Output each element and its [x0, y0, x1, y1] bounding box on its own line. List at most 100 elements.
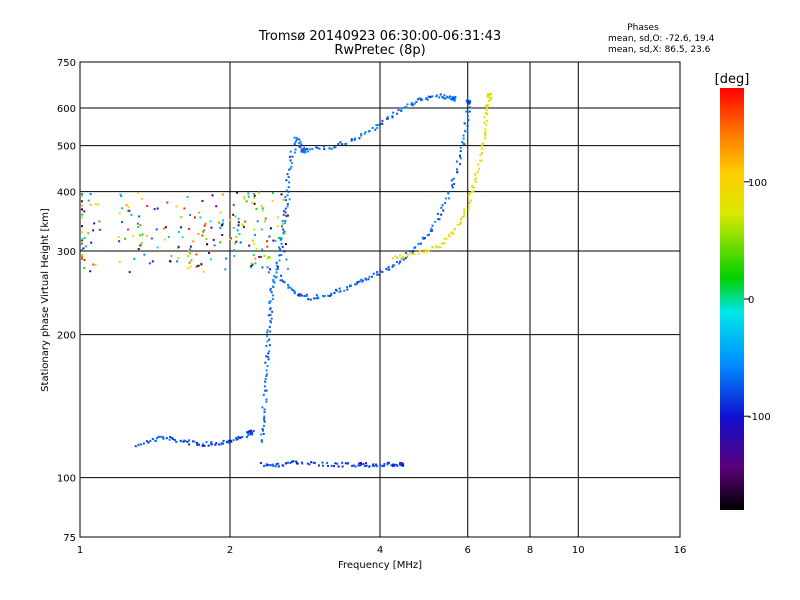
data-point — [407, 253, 410, 256]
data-point — [359, 461, 362, 464]
data-point — [268, 350, 271, 353]
data-point — [297, 294, 300, 297]
data-point — [393, 264, 396, 267]
chart-title: Tromsø 20140923 06:30:00-06:31:43 — [258, 29, 501, 44]
data-point — [201, 234, 204, 237]
data-point — [270, 291, 273, 294]
data-point — [338, 290, 341, 293]
data-point — [468, 201, 471, 204]
data-point — [484, 137, 487, 140]
data-point — [176, 260, 179, 263]
data-point — [306, 462, 309, 465]
data-point — [125, 204, 128, 207]
data-point — [239, 241, 242, 244]
data-point — [387, 461, 390, 464]
data-point — [253, 196, 256, 199]
data-point — [81, 208, 83, 211]
data-point — [269, 307, 272, 310]
data-point — [436, 94, 439, 97]
data-point — [381, 464, 384, 467]
data-point — [333, 465, 336, 468]
data-point — [334, 146, 337, 149]
y-tick-label: 75 — [63, 533, 76, 544]
data-point — [375, 273, 378, 276]
data-point — [286, 214, 289, 217]
data-point — [284, 462, 287, 465]
data-point — [271, 310, 274, 313]
data-point — [486, 103, 489, 106]
data-point — [368, 130, 371, 133]
data-point — [228, 238, 231, 241]
data-point — [481, 143, 484, 146]
data-point — [471, 186, 474, 189]
data-point — [169, 435, 172, 438]
data-point — [426, 234, 429, 237]
data-point — [275, 463, 278, 466]
stats-heading: Phases — [627, 23, 659, 33]
data-point — [400, 109, 403, 112]
data-point — [345, 142, 348, 145]
data-point — [343, 289, 346, 292]
data-point — [447, 233, 450, 236]
data-point — [293, 292, 296, 295]
data-point — [291, 155, 294, 158]
data-point — [266, 257, 269, 260]
data-point — [380, 122, 383, 125]
data-point — [390, 464, 393, 467]
data-point — [338, 287, 341, 290]
data-point — [469, 199, 472, 202]
data-point — [401, 255, 404, 258]
data-point — [230, 439, 233, 442]
data-point — [294, 140, 297, 143]
data-point — [472, 190, 475, 193]
data-point — [291, 460, 294, 463]
data-point — [165, 437, 168, 440]
data-point — [166, 201, 169, 204]
data-point — [220, 443, 223, 446]
data-point — [333, 291, 336, 294]
data-point — [137, 443, 140, 446]
data-point — [221, 222, 224, 225]
data-point — [337, 465, 340, 468]
data-point — [142, 442, 145, 445]
data-point — [266, 373, 269, 376]
data-point — [280, 274, 283, 277]
data-point — [399, 462, 402, 465]
data-point — [268, 325, 271, 328]
data-point — [463, 212, 466, 215]
data-point — [278, 259, 281, 262]
data-point — [309, 298, 312, 301]
data-point — [410, 252, 413, 255]
data-point — [220, 224, 223, 227]
data-point — [89, 270, 92, 273]
data-point — [81, 195, 83, 198]
data-point — [487, 96, 490, 99]
data-point — [209, 249, 212, 252]
data-point — [247, 192, 250, 195]
data-point — [298, 145, 301, 148]
data-point — [253, 202, 256, 205]
data-point — [267, 358, 270, 361]
data-point — [410, 103, 413, 106]
data-point — [286, 284, 289, 287]
stats-o-mode: mean, sd,O: -72.6, 19.4 — [608, 34, 715, 44]
data-point — [146, 204, 149, 207]
data-point — [485, 123, 488, 126]
data-point — [451, 96, 454, 99]
data-point — [272, 465, 275, 468]
data-point — [209, 220, 212, 223]
data-point — [333, 146, 336, 149]
data-point — [189, 252, 192, 255]
data-point — [117, 236, 120, 239]
data-point — [284, 199, 287, 202]
data-point — [386, 115, 389, 118]
data-point — [261, 266, 264, 269]
data-point — [278, 254, 281, 257]
data-point — [468, 205, 471, 208]
data-point — [465, 110, 468, 113]
data-point — [269, 289, 272, 292]
data-point — [293, 136, 296, 139]
data-point — [94, 264, 97, 267]
data-point — [344, 462, 347, 465]
data-point — [263, 416, 266, 419]
